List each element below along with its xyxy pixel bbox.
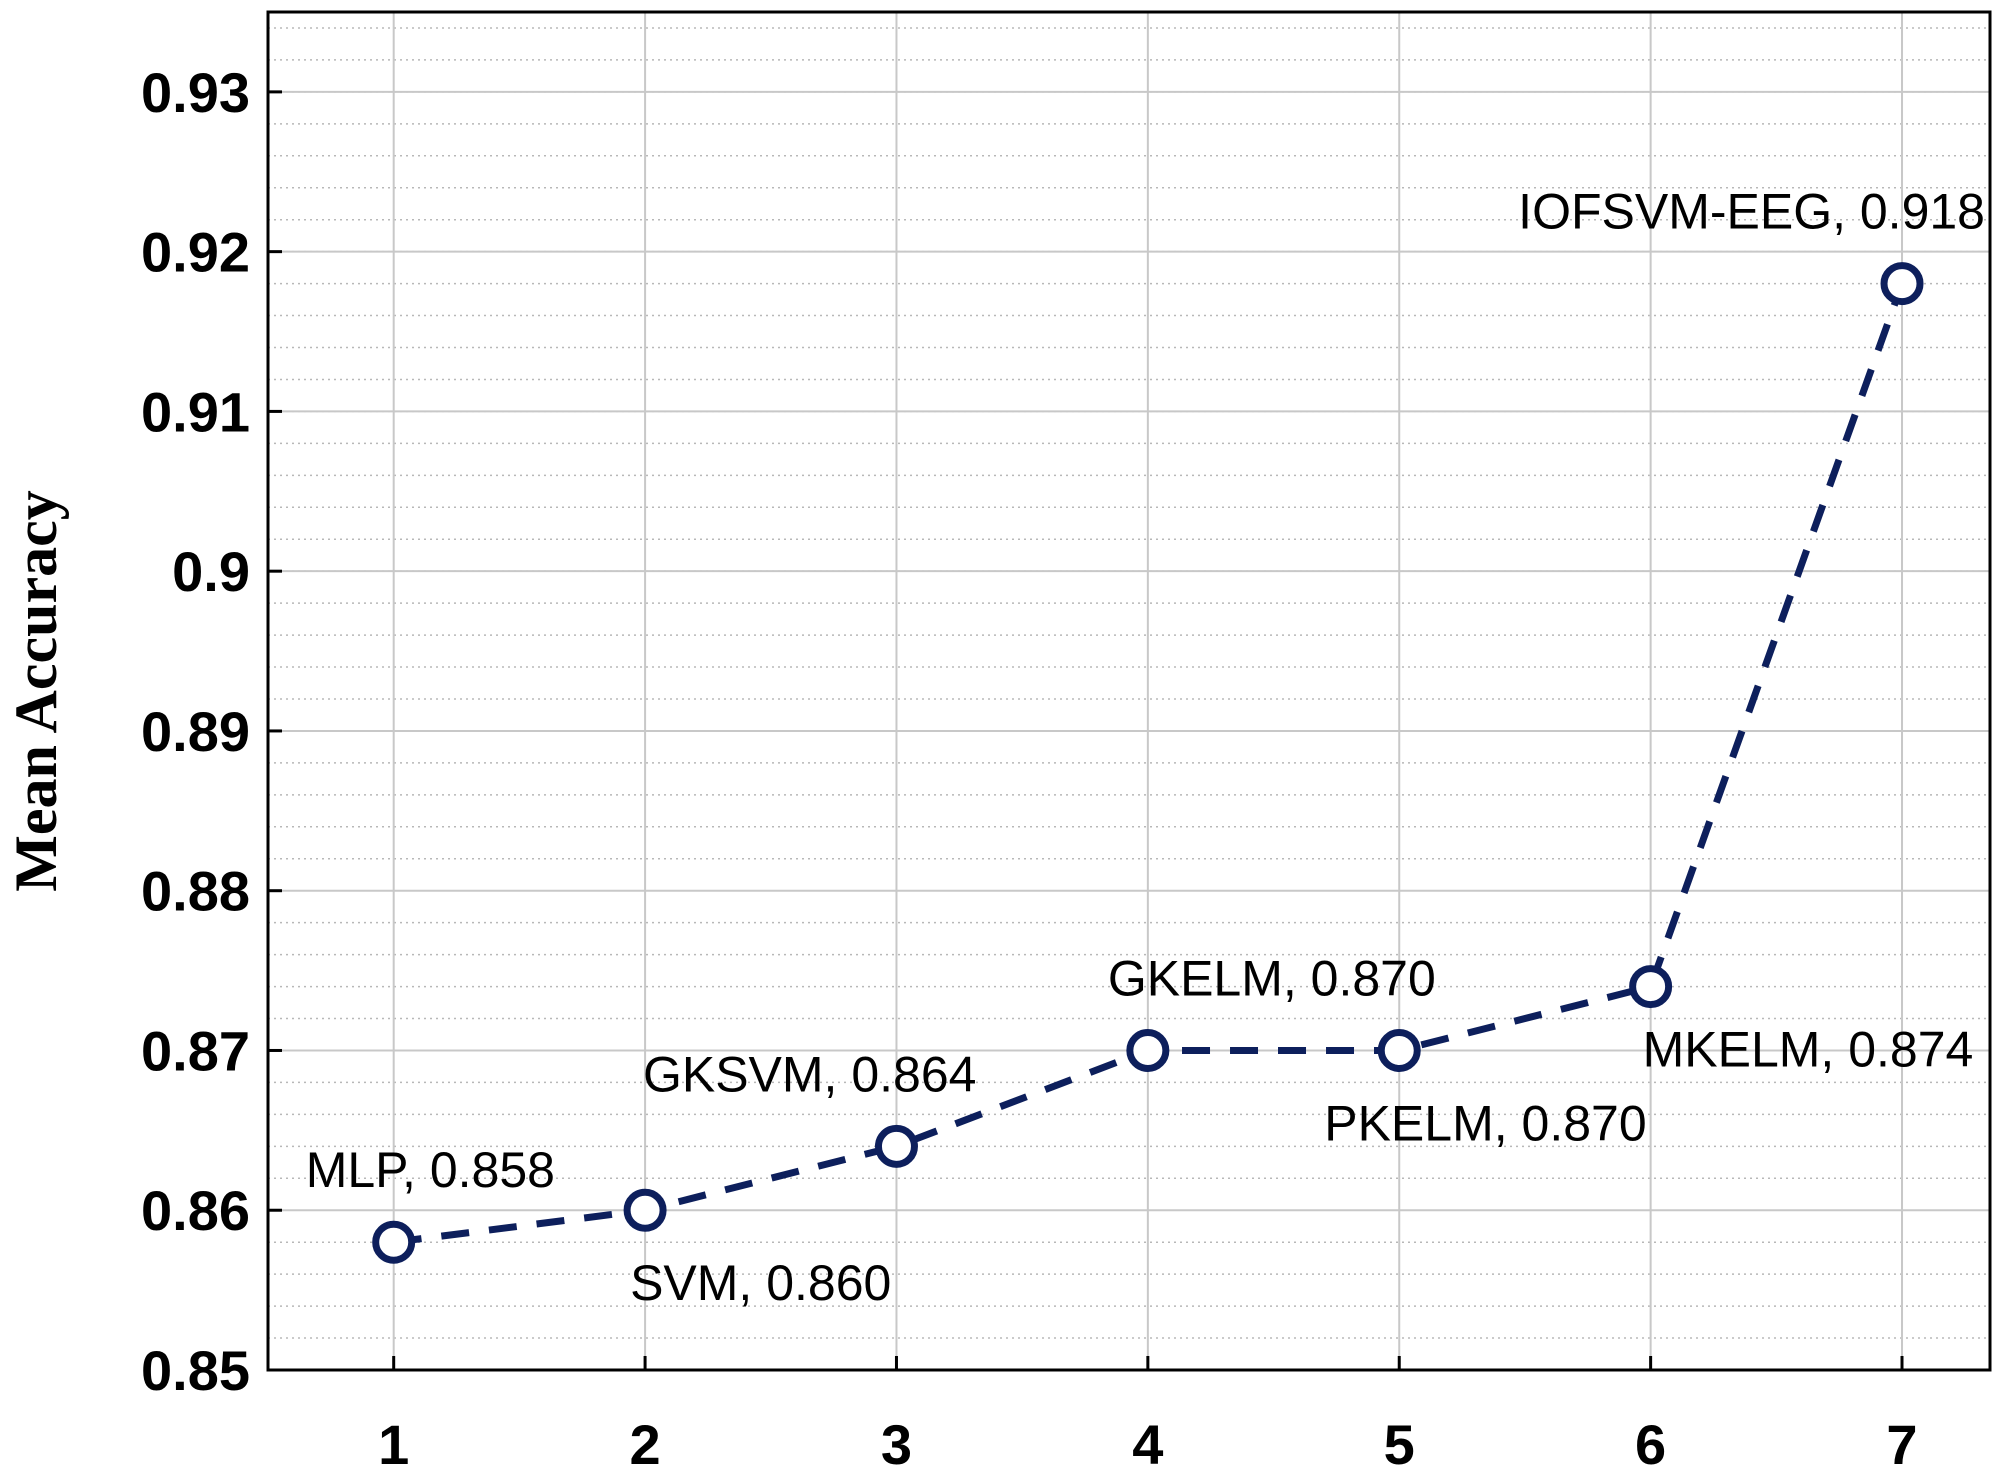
- y-tick-label: 0.86: [141, 1179, 250, 1242]
- y-tick-label: 0.91: [141, 380, 250, 443]
- x-tick-label: 3: [881, 1413, 912, 1474]
- y-axis-label: Mean Accuracy: [3, 490, 69, 892]
- data-point-label: SVM, 0.860: [630, 1255, 891, 1311]
- x-tick-label: 5: [1384, 1413, 1415, 1474]
- data-point-marker: [1880, 262, 1924, 306]
- y-axis-ticks: 0.85 0.86 0.87 0.88 0.89 0.9 0.91 0.92 0.93: [141, 61, 282, 1402]
- data-point-marker: [1126, 1028, 1170, 1072]
- y-tick-label: 0.85: [141, 1339, 250, 1402]
- data-point-marker: [372, 1220, 416, 1264]
- data-point-marker: [1629, 965, 1673, 1009]
- series-layer: [372, 262, 1924, 1264]
- x-tick-label: 1: [378, 1413, 409, 1474]
- data-point-label: MLP, 0.858: [306, 1142, 555, 1198]
- x-tick-label: 6: [1635, 1413, 1666, 1474]
- data-point-label: PKELM, 0.870: [1324, 1095, 1646, 1151]
- data-point-marker: [623, 1188, 667, 1232]
- y-tick-label: 0.87: [141, 1019, 250, 1082]
- y-tick-label: 0.89: [141, 700, 250, 763]
- x-tick-label: 7: [1886, 1413, 1917, 1474]
- data-point-label: GKELM, 0.870: [1108, 950, 1436, 1006]
- plot-frame: [266, 10, 1992, 1372]
- data-point-label: IOFSVM-EEG, 0.918: [1518, 184, 1985, 240]
- x-tick-label: 2: [630, 1413, 661, 1474]
- x-axis-ticks: 1 2 3 4 5 6 7: [378, 1356, 1918, 1474]
- data-point-marker: [1377, 1028, 1421, 1072]
- data-point-label: MKELM, 0.874: [1643, 1022, 1974, 1078]
- y-tick-label: 0.9: [172, 540, 250, 603]
- y-tick-label: 0.93: [141, 61, 250, 124]
- x-tick-label: 4: [1132, 1413, 1163, 1474]
- annotation-layer: MLP, 0.858 SVM, 0.860 GKSVM, 0.864 GKELM, 0…: [306, 184, 1985, 1312]
- data-point-label: GKSVM, 0.864: [643, 1046, 977, 1102]
- y-tick-label: 0.88: [141, 860, 250, 923]
- data-point-marker: [874, 1124, 918, 1168]
- y-tick-label: 0.92: [141, 221, 250, 284]
